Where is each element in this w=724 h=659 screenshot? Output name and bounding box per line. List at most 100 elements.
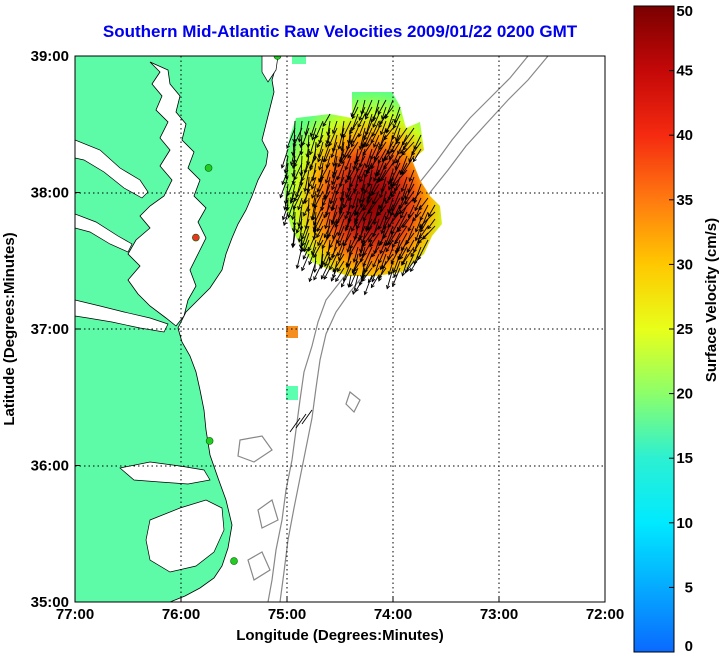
velocity-arrow (427, 218, 436, 229)
velocity-arrowhead (358, 145, 363, 151)
velocity-arrow (334, 211, 345, 228)
velocity-arrowhead (387, 196, 392, 201)
velocity-arrow (298, 225, 303, 242)
velocity-arrow (420, 218, 429, 232)
velocity-arrow (292, 162, 296, 177)
colorbar-ticks: 0 5 10 15 20 25 30 35 40 45 50 (669, 3, 693, 655)
radar-stations (192, 56, 282, 565)
velocity-arrow (366, 190, 373, 204)
velocity-arrow (349, 239, 359, 256)
velocity-arrow (290, 190, 296, 204)
velocity-arrowhead (391, 243, 396, 249)
velocity-arrowhead (310, 185, 315, 190)
velocity-arrow (383, 155, 394, 170)
velocity-arrow (391, 190, 401, 212)
velocity-arrow (301, 218, 310, 240)
velocity-arrowhead (372, 232, 377, 238)
velocity-arrowhead (365, 115, 369, 120)
velocity-arrowhead (323, 275, 328, 280)
velocity-arrow (381, 176, 387, 193)
velocity-arrow (341, 134, 345, 151)
velocity-arrowhead (353, 188, 358, 193)
velocity-arrowhead (303, 212, 307, 217)
velocity-arrow (393, 260, 401, 278)
velocity-arrow (331, 176, 338, 190)
x-tick-label: 73:00 (480, 606, 518, 623)
velocity-arrow (293, 218, 296, 232)
velocity-arrow (364, 176, 373, 193)
velocity-arrowhead (412, 157, 417, 163)
velocity-arrow (309, 260, 317, 282)
velocity-arrow (348, 127, 352, 144)
velocity-arrow (352, 274, 359, 295)
velocity-arrow (381, 106, 387, 120)
velocity-arrow (359, 183, 366, 203)
velocity-arrowhead (308, 150, 313, 156)
velocity-arrowhead (379, 249, 384, 255)
colorbar-tick-label: 45 (676, 63, 693, 80)
velocity-arrowhead (330, 153, 335, 159)
velocity-arrow (365, 134, 373, 147)
velocity-arrow (337, 239, 345, 256)
velocity-arrow (337, 218, 345, 236)
velocity-arrow (388, 260, 394, 275)
velocity-arrow (300, 232, 303, 248)
velocity-arrow (390, 197, 401, 216)
velocity-arrow (323, 267, 331, 280)
chesapeake-bay (127, 61, 207, 327)
bathymetry-contours (237, 56, 549, 602)
velocity-arrow (365, 218, 373, 230)
velocity-arrowhead (373, 177, 378, 182)
velocity-arrow (379, 127, 387, 148)
velocity-arrow (366, 155, 380, 174)
velocity-arrow (386, 267, 394, 289)
velocity-arrow (387, 246, 394, 260)
velocity-arrowhead (297, 138, 302, 143)
velocity-arrow (379, 183, 387, 198)
velocity-arrow (322, 246, 331, 265)
velocity-arrow (391, 120, 401, 140)
velocity-arrowhead (295, 229, 300, 234)
velocity-arrowhead (346, 211, 351, 216)
velocity-arrowhead (390, 259, 395, 265)
velocity-arrowhead (312, 235, 317, 241)
velocity-arrow (351, 106, 359, 119)
velocity-arrowhead (346, 248, 351, 253)
velocity-arrowhead (343, 242, 347, 247)
velocity-arrowhead (393, 273, 398, 278)
velocity-arrow (313, 260, 324, 281)
velocity-arrowhead (408, 177, 413, 183)
velocity-arrow (393, 169, 408, 186)
velocity-arrow (292, 134, 296, 156)
velocity-arrowhead (372, 220, 377, 226)
velocity-arrowhead (337, 163, 342, 168)
velocity-arrow (349, 267, 359, 287)
velocity-arrow (337, 260, 345, 272)
velocity-arrow (292, 155, 296, 169)
velocity-arrow (315, 120, 324, 139)
velocity-arrow (413, 246, 422, 265)
velocity-arrowhead (400, 187, 405, 193)
velocity-arrowhead (318, 166, 323, 171)
velocity-arrow (316, 183, 324, 198)
y-axis: 35:00 36:00 37:00 38:00 39:00 (31, 48, 80, 611)
velocity-arrow (316, 134, 324, 148)
velocity-arrowhead (399, 255, 404, 260)
velocity-arrow (292, 204, 296, 220)
velocity-arrow (326, 127, 331, 144)
velocity-arrowhead (357, 133, 362, 138)
velocity-arrowhead (345, 193, 350, 199)
velocity-arrowhead (330, 277, 335, 282)
velocity-arrowhead (350, 139, 355, 144)
velocity-arrowhead (400, 214, 404, 219)
velocity-arrowhead (358, 163, 363, 168)
velocity-arrowhead (345, 262, 350, 267)
velocity-arrowhead (317, 241, 322, 247)
velocity-arrow (305, 120, 310, 136)
velocity-arrow (390, 246, 401, 264)
velocity-arrow (401, 183, 408, 201)
velocity-arrowhead (367, 183, 372, 188)
velocity-arrow (324, 253, 331, 267)
velocity-arrowhead (418, 223, 423, 228)
velocity-arrowhead (422, 235, 427, 240)
